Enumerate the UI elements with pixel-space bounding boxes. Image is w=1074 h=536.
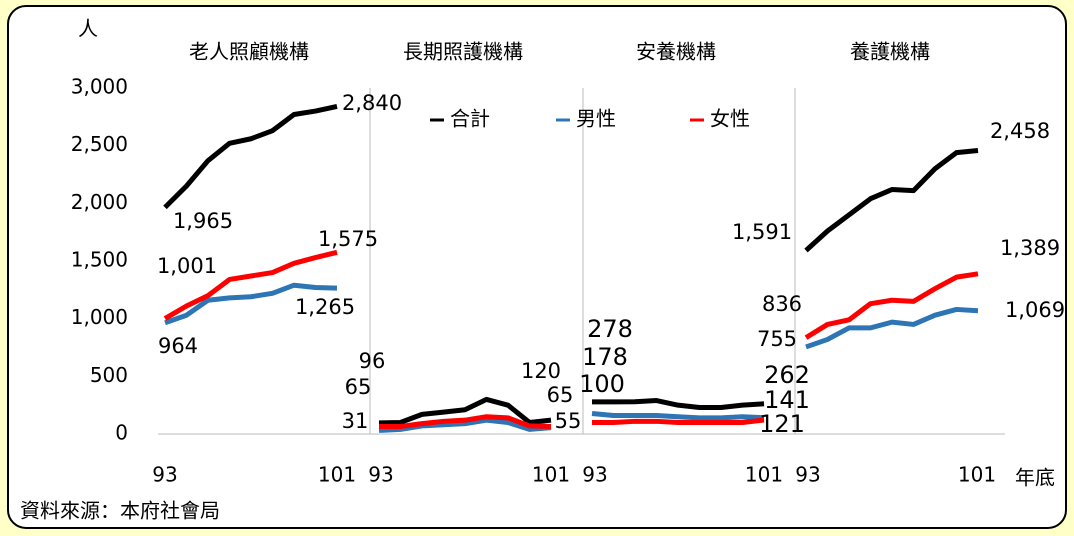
data-label: 1,389 (1000, 236, 1060, 260)
y-tick-label: 500 (90, 363, 128, 387)
legend-label: 女性 (710, 107, 750, 131)
x-tick-label: 101 (532, 463, 570, 487)
x-tick-label: 93 (368, 463, 393, 487)
data-label: 836 (762, 292, 802, 316)
panel-title: 老人照顧機構 (189, 40, 309, 64)
y-tick-label: 1,500 (71, 248, 128, 272)
data-label: 262 (764, 361, 810, 389)
frame (7, 5, 1067, 529)
data-label: 755 (757, 327, 797, 351)
data-label: 1,265 (295, 295, 355, 319)
data-label: 1,965 (173, 209, 233, 233)
series-line (591, 410, 765, 421)
data-label: 65 (547, 383, 574, 407)
series-line (378, 396, 552, 426)
series-line (592, 398, 765, 410)
series-line (163, 104, 338, 210)
legend-label: 男性 (576, 107, 616, 131)
y-tick-label: 2,000 (71, 190, 128, 214)
series-line (378, 417, 552, 433)
data-label: 2,840 (342, 91, 402, 115)
data-label: 55 (555, 409, 582, 433)
series-line (805, 306, 979, 350)
data-label: 1,069 (1005, 298, 1065, 322)
data-label: 2,458 (990, 119, 1050, 143)
x-tick-label: 93 (582, 463, 607, 487)
panel-title: 安養機構 (636, 40, 716, 64)
y-unit: 人 (78, 17, 98, 41)
panel-title: 養護機構 (850, 40, 930, 64)
data-label: 121 (759, 410, 805, 438)
series-line (804, 271, 979, 340)
y-tick-label: 1,000 (71, 305, 128, 329)
x-tick-label: 93 (152, 463, 177, 487)
data-label: 65 (345, 375, 372, 399)
series-line (163, 249, 338, 321)
legend-label: 合計 (450, 107, 490, 131)
data-label: 964 (158, 334, 198, 358)
series-line (164, 282, 338, 326)
data-label: 31 (342, 409, 369, 433)
y-tick-label: 2,500 (71, 132, 128, 156)
x-tick-label: 93 (795, 463, 820, 487)
data-label: 278 (587, 315, 633, 343)
x-tick-label: 101 (318, 463, 356, 487)
source: 資料來源：本府社會局 (20, 499, 220, 523)
y-tick-label: 3,000 (71, 75, 128, 99)
series-line (379, 414, 552, 430)
x-unit: 年底 (1015, 466, 1055, 490)
panel-title: 長期照護機構 (403, 40, 523, 64)
data-label: 120 (521, 359, 561, 383)
x-tick-label: 101 (745, 463, 783, 487)
data-label: 1,001 (157, 254, 217, 278)
y-tick-label: 0 (115, 421, 128, 445)
series-line (804, 148, 979, 253)
data-label: 1,575 (318, 227, 378, 251)
data-label: 96 (359, 349, 386, 373)
series-line (592, 417, 765, 425)
data-label: 178 (582, 343, 628, 371)
data-label: 141 (764, 386, 810, 414)
data-label: 100 (579, 370, 625, 398)
data-label: 1,591 (732, 220, 792, 244)
x-tick-label: 101 (958, 463, 996, 487)
